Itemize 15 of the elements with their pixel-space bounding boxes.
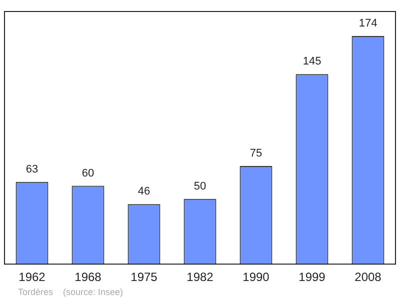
x-tick-label: 1990: [242, 270, 270, 284]
data-label: 50: [194, 180, 206, 192]
data-label: 145: [302, 56, 322, 68]
x-tick-label: 1982: [186, 270, 214, 284]
data-label: 174: [358, 17, 378, 30]
x-tick-label: 2008: [354, 270, 382, 284]
text: Tordères (source: Insee): [18, 287, 124, 297]
x-tick-label: 1999: [298, 270, 326, 284]
x-tick-label: 1968: [74, 270, 102, 284]
data-label: 60: [82, 167, 94, 180]
x-tick-label: 1975: [130, 270, 158, 284]
data-label: 75: [250, 148, 262, 160]
data-label: 63: [26, 163, 38, 176]
x-tick-label: 1962: [18, 270, 46, 284]
data-label: 46: [138, 186, 150, 198]
